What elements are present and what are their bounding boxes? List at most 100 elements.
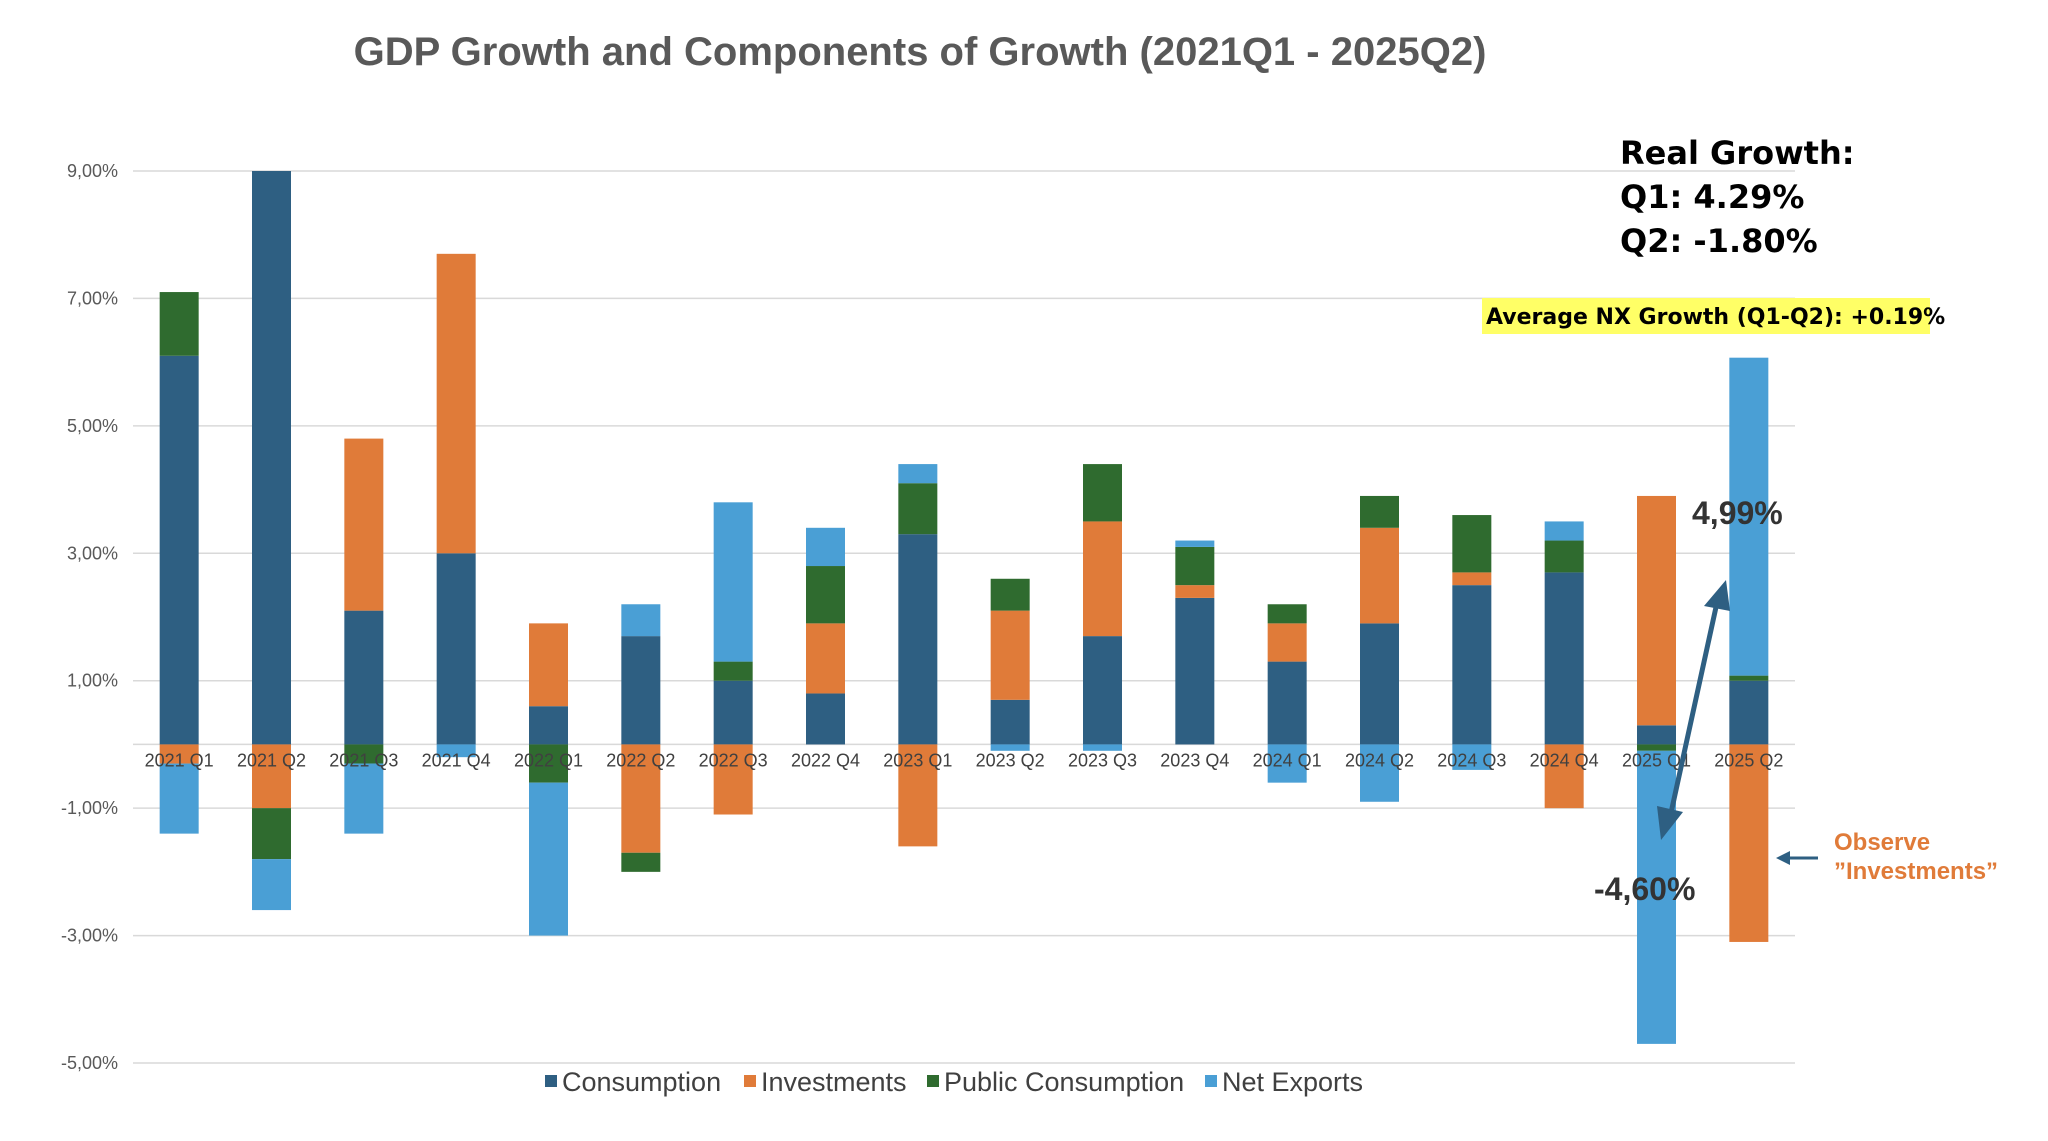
bar-net-exports-2023-Q3 (1083, 744, 1122, 751)
observe-line-1: Observe (1834, 829, 1930, 856)
x-tick-label: 2024 Q2 (1345, 750, 1414, 770)
bar-investments-2023-Q1 (898, 744, 938, 847)
x-tick-label: 2024 Q4 (1530, 750, 1599, 770)
y-axis-ticks: 9,00% 7,00% 5,00% 3,00% 1,00% -1,00% -3,00% -5,… (61, 161, 118, 1073)
bar-investments-2023-Q4 (1175, 585, 1215, 598)
bar-consumption-2022-Q3 (713, 680, 753, 745)
bar-consumption-2022-Q2 (621, 636, 661, 745)
q2-net-exports-label: 4,99% (1692, 495, 1783, 531)
bar-public-consumption-2023-Q4 (1175, 546, 1215, 586)
x-tick-label: 2023 Q2 (976, 750, 1045, 770)
bar-consumption-2024-Q1 (1267, 661, 1307, 745)
bar-public-consumption-2025-Q1 (1637, 744, 1676, 751)
bar-consumption-2023-Q2 (990, 699, 1030, 745)
x-tick-label: 2024 Q1 (1253, 750, 1322, 770)
x-tick-label: 2022 Q2 (606, 750, 675, 770)
bar-net-exports-2022-Q3 (713, 502, 753, 662)
legend-swatch (1205, 1075, 1217, 1087)
x-tick-label: 2021 Q4 (422, 750, 491, 770)
bar-public-consumption-2022-Q3 (713, 661, 753, 681)
bar-net-exports-2023-Q1 (898, 464, 938, 484)
bar-net-exports-2023-Q2 (990, 744, 1030, 751)
legend-label: Investments (761, 1067, 907, 1097)
bar-consumption-2024-Q3 (1452, 585, 1492, 745)
y-tick-label: -1,00% (61, 798, 118, 818)
bar-investments-2021-Q2 (252, 744, 291, 809)
nx-average-highlight (1482, 298, 1930, 334)
bar-consumption-2024-Q4 (1544, 572, 1584, 745)
bar-consumption-2023-Q1 (898, 534, 938, 745)
bar-investments-2021-Q3 (344, 438, 384, 611)
y-tick-label: 1,00% (67, 671, 118, 691)
bar-public-consumption-2023-Q2 (990, 578, 1030, 611)
bar-investments-2022-Q3 (713, 744, 753, 815)
bar-net-exports-2024-Q1 (1267, 744, 1307, 783)
bar-net-exports-2021-Q3 (344, 763, 384, 834)
bar-public-consumption-2021-Q3 (344, 744, 384, 764)
bar-public-consumption-2024-Q1 (1267, 604, 1307, 624)
bar-investments-2024-Q1 (1267, 623, 1307, 662)
bar-consumption-2023-Q3 (1083, 636, 1122, 745)
bar-consumption-2021-Q3 (344, 610, 384, 745)
double-arrow (1657, 580, 1730, 840)
bar-public-consumption-2023-Q3 (1083, 464, 1122, 522)
x-tick-label: 2025 Q1 (1622, 750, 1691, 770)
bar-investments-2023-Q2 (990, 610, 1030, 700)
bar-investments-2022-Q2 (621, 744, 661, 853)
y-tick-label: -3,00% (61, 926, 118, 946)
bar-investments-2021-Q4 (436, 253, 476, 554)
bar-consumption-2021-Q2 (252, 171, 291, 745)
bar-investments-2025-Q1 (1637, 495, 1676, 726)
bar-net-exports-2021-Q2 (252, 859, 291, 911)
observe-investments-annotation: Observe ”Investments” (1776, 829, 1998, 885)
bar-consumption-2025-Q2 (1729, 680, 1769, 745)
x-tick-label: 2023 Q4 (1160, 750, 1229, 770)
y-tick-label: 3,00% (67, 543, 118, 563)
bar-investments-2022-Q1 (529, 623, 568, 707)
bar-net-exports-2024-Q4 (1544, 521, 1584, 541)
gridlines (133, 170, 1795, 1064)
bar-net-exports-2023-Q4 (1175, 540, 1215, 547)
observe-arrow-head (1776, 851, 1790, 865)
bar-net-exports-2024-Q3 (1452, 744, 1492, 770)
bar-investments-2022-Q4 (806, 623, 845, 694)
y-tick-label: 7,00% (67, 288, 118, 308)
chart-title: GDP Growth and Components of Growth (202… (354, 30, 1487, 74)
bars (159, 171, 1769, 1044)
bar-investments-2025-Q2 (1729, 744, 1769, 942)
bar-investments-2024-Q2 (1360, 527, 1399, 624)
bar-public-consumption-2024-Q4 (1544, 540, 1584, 573)
bar-investments-2021-Q1 (159, 744, 199, 764)
x-tick-label: 2023 Q1 (883, 750, 952, 770)
bar-consumption-2023-Q4 (1175, 597, 1215, 745)
legend-label: Net Exports (1222, 1067, 1363, 1097)
bar-consumption-2021-Q4 (436, 553, 476, 745)
x-tick-label: 2022 Q4 (791, 750, 860, 770)
x-tick-label: 2021 Q2 (237, 750, 306, 770)
x-tick-label: 2022 Q1 (514, 750, 583, 770)
y-tick-label: 9,00% (67, 161, 118, 181)
bar-public-consumption-2024-Q2 (1360, 495, 1399, 528)
q1-net-exports-label: -4,60% (1594, 871, 1695, 907)
bar-public-consumption-2024-Q3 (1452, 515, 1492, 573)
bar-consumption-2024-Q2 (1360, 623, 1399, 745)
bar-investments-2024-Q4 (1544, 744, 1584, 809)
y-tick-label: 5,00% (67, 416, 118, 436)
x-tick-label: 2023 Q3 (1068, 750, 1137, 770)
y-tick-label: -5,00% (61, 1053, 118, 1073)
bar-public-consumption-2023-Q1 (898, 483, 938, 535)
bar-public-consumption-2022-Q2 (621, 852, 661, 872)
legend: Consumption Investments Public Consumption… (545, 1067, 1363, 1097)
observe-line-2: ”Investments” (1834, 858, 1998, 885)
legend-label: Consumption (562, 1067, 721, 1097)
bar-net-exports-2022-Q4 (806, 527, 845, 567)
bar-net-exports-2024-Q2 (1360, 744, 1399, 802)
legend-label: Public Consumption (944, 1067, 1184, 1097)
bar-consumption-2022-Q1 (529, 706, 568, 745)
bar-public-consumption-2022-Q4 (806, 566, 845, 624)
real-growth-annotation: Real Growth: Q1: 4.29% Q2: -1.80% (1620, 134, 1855, 260)
x-tick-label: 2021 Q3 (329, 750, 398, 770)
bar-net-exports-2022-Q2 (621, 604, 661, 637)
legend-swatch (927, 1075, 939, 1087)
